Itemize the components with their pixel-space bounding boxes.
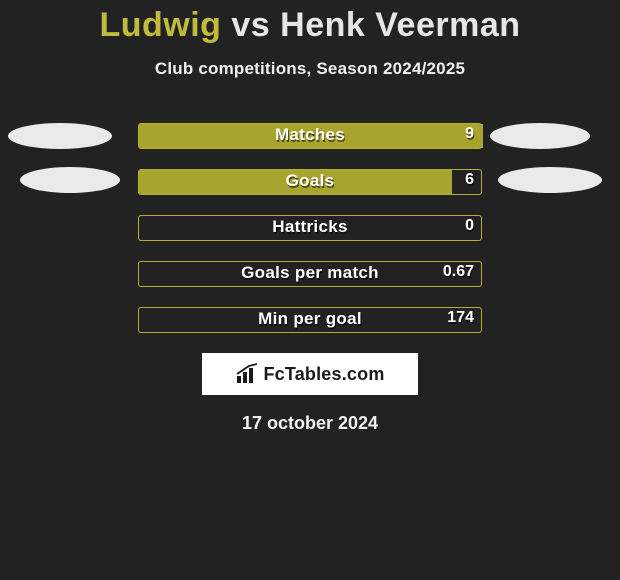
stat-row: Goals per match0.67 — [0, 261, 620, 289]
decorative-ellipse — [8, 123, 112, 149]
footer-date: 17 october 2024 — [0, 413, 620, 434]
bar-track — [138, 215, 482, 241]
logo-box: FcTables.com — [202, 353, 418, 395]
title-separator: vs — [231, 6, 270, 44]
stat-row: Hattricks0 — [0, 215, 620, 243]
decorative-ellipse — [498, 167, 602, 193]
decorative-ellipse — [490, 123, 590, 149]
stats-chart: Matches9Goals6Hattricks0Goals per match0… — [0, 123, 620, 335]
decorative-ellipse — [20, 167, 120, 193]
subtitle: Club competitions, Season 2024/2025 — [0, 59, 620, 79]
bar-track — [138, 307, 482, 333]
player2-name: Henk Veerman — [280, 6, 520, 44]
bar-fill — [139, 170, 452, 194]
player1-name: Ludwig — [99, 6, 221, 44]
bar-track — [138, 169, 482, 195]
bar-track — [138, 261, 482, 287]
bar-chart-icon — [235, 363, 259, 385]
bar-fill — [139, 124, 483, 148]
stat-row: Min per goal174 — [0, 307, 620, 335]
page-title: Ludwig vs Henk Veerman — [0, 0, 620, 45]
bar-track — [138, 123, 482, 149]
logo-text: FcTables.com — [263, 364, 384, 385]
